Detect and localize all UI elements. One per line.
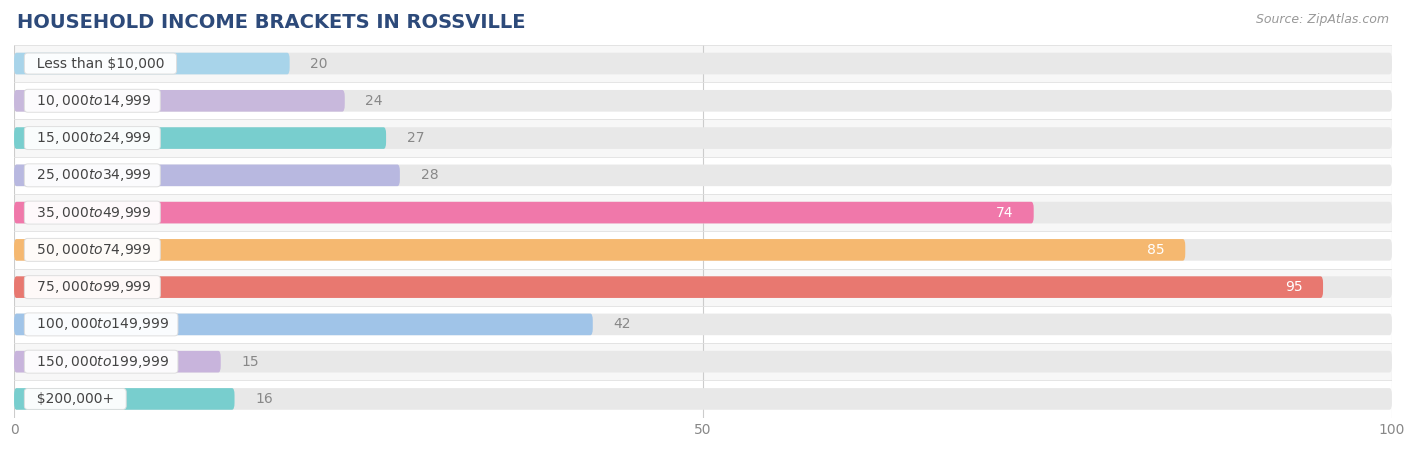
FancyBboxPatch shape bbox=[14, 276, 1392, 298]
Text: 16: 16 bbox=[256, 392, 273, 406]
Text: 74: 74 bbox=[995, 206, 1014, 220]
FancyBboxPatch shape bbox=[14, 313, 1392, 335]
Text: HOUSEHOLD INCOME BRACKETS IN ROSSVILLE: HOUSEHOLD INCOME BRACKETS IN ROSSVILLE bbox=[17, 13, 526, 32]
FancyBboxPatch shape bbox=[14, 164, 399, 186]
FancyBboxPatch shape bbox=[14, 313, 593, 335]
Bar bbox=[14, 119, 1392, 157]
FancyBboxPatch shape bbox=[14, 388, 1392, 410]
Bar bbox=[14, 45, 1392, 82]
Bar bbox=[14, 82, 1392, 119]
FancyBboxPatch shape bbox=[14, 127, 1392, 149]
Text: Less than $10,000: Less than $10,000 bbox=[28, 57, 173, 70]
FancyBboxPatch shape bbox=[14, 276, 1323, 298]
FancyBboxPatch shape bbox=[14, 53, 1392, 75]
Text: $150,000 to $199,999: $150,000 to $199,999 bbox=[28, 354, 174, 370]
FancyBboxPatch shape bbox=[14, 388, 235, 410]
Text: $35,000 to $49,999: $35,000 to $49,999 bbox=[28, 205, 157, 220]
Text: $15,000 to $24,999: $15,000 to $24,999 bbox=[28, 130, 157, 146]
Bar bbox=[14, 157, 1392, 194]
Bar bbox=[14, 194, 1392, 231]
Text: 95: 95 bbox=[1285, 280, 1302, 294]
FancyBboxPatch shape bbox=[14, 202, 1033, 224]
FancyBboxPatch shape bbox=[14, 351, 221, 373]
Text: 24: 24 bbox=[366, 94, 382, 108]
Bar bbox=[14, 343, 1392, 380]
FancyBboxPatch shape bbox=[14, 239, 1185, 261]
FancyBboxPatch shape bbox=[14, 239, 1392, 261]
Text: Source: ZipAtlas.com: Source: ZipAtlas.com bbox=[1256, 13, 1389, 26]
FancyBboxPatch shape bbox=[14, 351, 1392, 373]
Text: 27: 27 bbox=[406, 131, 425, 145]
Text: $200,000+: $200,000+ bbox=[28, 392, 122, 406]
Text: 15: 15 bbox=[242, 355, 259, 369]
Text: $50,000 to $74,999: $50,000 to $74,999 bbox=[28, 242, 157, 258]
FancyBboxPatch shape bbox=[14, 202, 1392, 224]
FancyBboxPatch shape bbox=[14, 127, 387, 149]
FancyBboxPatch shape bbox=[14, 164, 1392, 186]
Bar bbox=[14, 269, 1392, 306]
Bar bbox=[14, 306, 1392, 343]
Bar bbox=[14, 380, 1392, 418]
Bar bbox=[14, 231, 1392, 269]
Text: 42: 42 bbox=[613, 317, 631, 331]
FancyBboxPatch shape bbox=[14, 90, 344, 112]
Text: 85: 85 bbox=[1147, 243, 1164, 257]
Text: $100,000 to $149,999: $100,000 to $149,999 bbox=[28, 317, 174, 332]
FancyBboxPatch shape bbox=[14, 53, 290, 75]
Text: $75,000 to $99,999: $75,000 to $99,999 bbox=[28, 279, 157, 295]
Text: $10,000 to $14,999: $10,000 to $14,999 bbox=[28, 93, 157, 109]
Text: 28: 28 bbox=[420, 168, 439, 182]
Text: 20: 20 bbox=[311, 57, 328, 70]
FancyBboxPatch shape bbox=[14, 90, 1392, 112]
Text: $25,000 to $34,999: $25,000 to $34,999 bbox=[28, 167, 157, 183]
